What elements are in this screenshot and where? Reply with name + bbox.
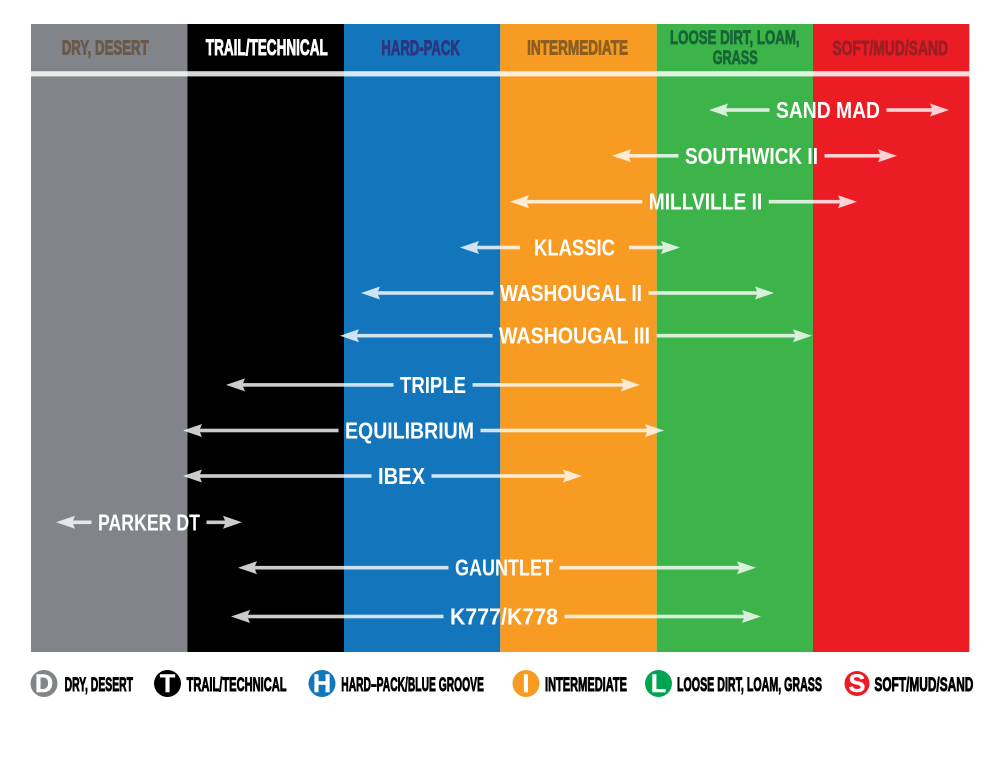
svg-text:H: H xyxy=(313,670,331,698)
svg-text:INTERMEDIATE: INTERMEDIATE xyxy=(545,674,627,696)
svg-text:TRAIL/TECHNICAL: TRAIL/TECHNICAL xyxy=(187,674,287,696)
svg-text:SOFT/MUD/SAND: SOFT/MUD/SAND xyxy=(874,674,973,696)
svg-text:TRAIL/TECHNICAL: TRAIL/TECHNICAL xyxy=(206,35,328,60)
svg-text:WASHOUGAL II: WASHOUGAL II xyxy=(500,280,642,306)
svg-text:DRY, DESERT: DRY, DESERT xyxy=(62,38,149,60)
svg-text:INTERMEDIATE: INTERMEDIATE xyxy=(527,37,628,59)
svg-text:KLASSIC: KLASSIC xyxy=(534,235,615,261)
svg-text:GRASS: GRASS xyxy=(713,48,758,69)
svg-text:SOUTHWICK II: SOUTHWICK II xyxy=(685,143,818,169)
svg-text:GAUNTLET: GAUNTLET xyxy=(455,555,553,581)
svg-text:I: I xyxy=(523,670,530,698)
svg-text:WASHOUGAL III: WASHOUGAL III xyxy=(499,323,650,349)
svg-text:IBEX: IBEX xyxy=(378,463,425,489)
svg-text:HARD-PACK: HARD-PACK xyxy=(381,37,459,60)
svg-text:HARD–PACK/BLUE GROOVE: HARD–PACK/BLUE GROOVE xyxy=(341,674,484,696)
svg-text:DRY, DESERT: DRY, DESERT xyxy=(65,674,133,696)
svg-text:L: L xyxy=(651,670,666,698)
svg-text:SAND MAD: SAND MAD xyxy=(776,97,880,123)
svg-text:LOOSE DIRT, LOAM, GRASS: LOOSE DIRT, LOAM, GRASS xyxy=(677,674,822,696)
svg-text:TRIPLE: TRIPLE xyxy=(400,372,466,398)
svg-text:LOOSE DIRT, LOAM,: LOOSE DIRT, LOAM, xyxy=(670,28,800,49)
svg-text:PARKER DT: PARKER DT xyxy=(98,509,200,535)
svg-text:D: D xyxy=(35,670,53,698)
svg-text:EQUILIBRIUM: EQUILIBRIUM xyxy=(345,418,474,444)
svg-text:SOFT/MUD/SAND: SOFT/MUD/SAND xyxy=(832,37,948,60)
svg-text:S: S xyxy=(849,670,866,698)
svg-text:K777/K778: K777/K778 xyxy=(450,604,558,630)
svg-text:MILLVILLE II: MILLVILLE II xyxy=(649,189,763,215)
svg-text:T: T xyxy=(160,670,175,698)
